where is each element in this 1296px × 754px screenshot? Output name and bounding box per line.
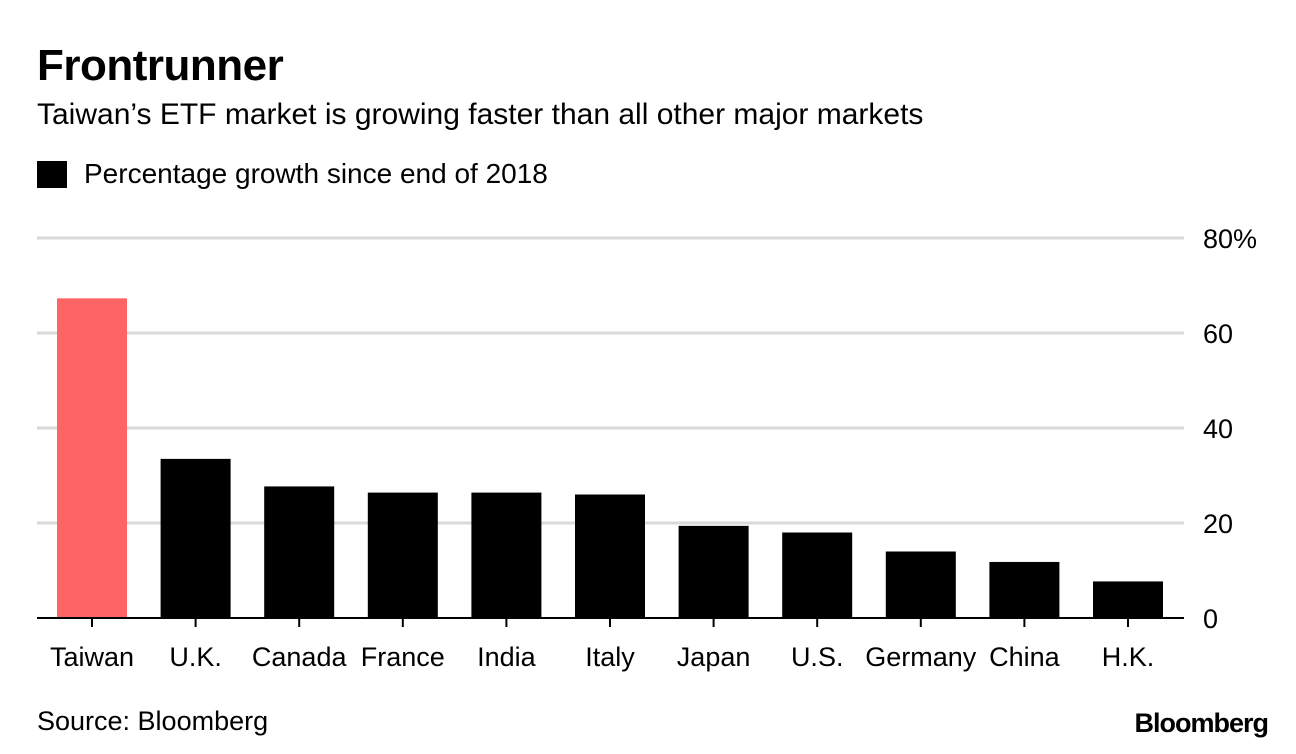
x-tick-label: Italy [585,642,635,672]
bar [989,561,1060,618]
bar [160,458,231,618]
x-tick-label: H.K. [1102,642,1155,672]
x-tick-label: Japan [677,642,751,672]
chart-subtitle: Taiwan’s ETF market is growing faster th… [37,98,924,131]
bar [575,494,645,618]
bar [264,486,335,618]
bar [367,492,438,618]
bar [678,525,749,618]
bar [57,298,127,618]
bar [885,551,956,618]
x-tick-label: Germany [865,642,977,672]
legend: Percentage growth since end of 2018 [37,157,548,191]
bloomberg-logo: Bloomberg [1134,708,1269,738]
x-tick-label: India [477,642,537,672]
x-tick-label: Taiwan [50,642,134,672]
y-tick-label: 0 [1203,604,1218,634]
x-tick-label: U.K. [169,642,222,672]
y-tick-label: 40 [1203,414,1233,444]
x-tick-label: U.S. [791,642,844,672]
x-tick-label: Canada [252,642,348,672]
chart-title: Frontrunner [37,41,284,90]
bar [782,532,853,618]
bar [471,492,542,618]
x-tick-label: China [989,642,1061,672]
y-tick-label: 80% [1203,224,1257,254]
legend-label: Percentage growth since end of 2018 [84,158,548,189]
y-tick-label: 60 [1203,319,1233,349]
legend-swatch [37,160,67,188]
bar [1093,581,1163,618]
x-tick-label: France [361,642,445,672]
source-note: Source: Bloomberg [37,706,269,736]
y-tick-label: 20 [1203,509,1233,539]
